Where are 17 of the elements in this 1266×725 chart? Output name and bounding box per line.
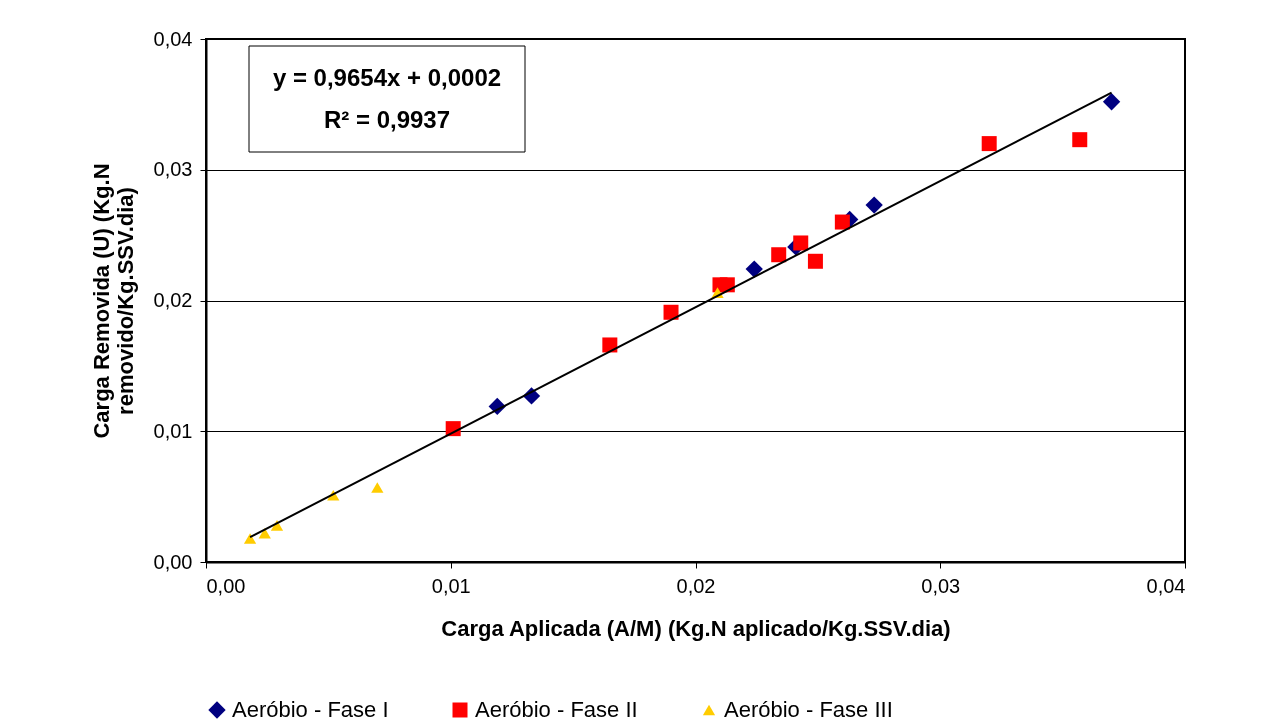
y-tick-label: 0,04 [153,27,193,50]
x-tick-label: 0,02 [676,574,716,597]
annotation: y = 0,9654x + 0,0002 [272,64,502,91]
legend-label: Aeróbio - Fase II [475,697,638,722]
x-tick-label: 0,01 [431,574,471,597]
y-tick-label: 0,01 [153,419,193,442]
x-axis-title: Carga Aplicada (A/M) (Kg.N aplicado/Kg.SSV.dia) [441,615,951,641]
y-tick-label: 0,02 [153,289,193,311]
legend-label: Aeróbio - Fase I [232,697,389,722]
y-tick-label: 0,03 [153,158,193,181]
annotation: R² = 0,9937 [323,106,451,133]
y-tick-label: 0,00 [153,550,193,573]
x-tick-label: 0,04 [1146,574,1186,597]
x-tick-label: 0,03 [921,574,961,597]
x-tick-label: 0,00 [206,574,246,597]
legend-label: Aeróbio - Fase III [724,697,893,722]
y-axis-title: Carga Removida (U) (Kg.N removido/Kg.SSV.dia) [88,163,138,439]
